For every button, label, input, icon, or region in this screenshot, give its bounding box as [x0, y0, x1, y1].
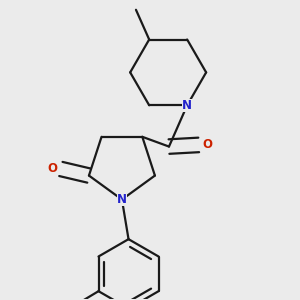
Text: N: N	[117, 193, 127, 206]
Text: O: O	[202, 138, 212, 152]
Text: O: O	[48, 163, 58, 176]
Text: N: N	[182, 99, 192, 112]
